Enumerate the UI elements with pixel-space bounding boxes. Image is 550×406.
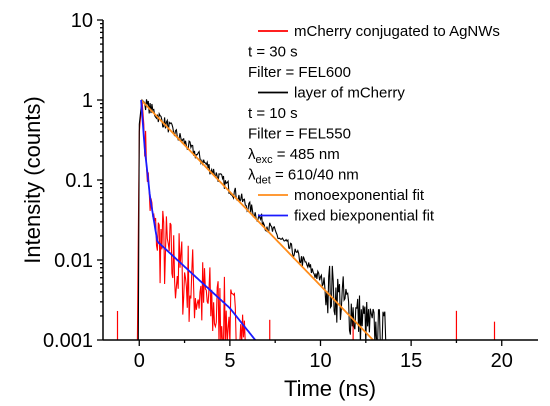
legend-entry: monoexponential fit xyxy=(294,187,425,204)
legend-note: Filter = FEL550 xyxy=(248,126,351,143)
legend-entry: layer of mCherry xyxy=(294,85,405,102)
series-line-monoexponential-fit xyxy=(140,99,374,340)
y-tick-label: 0.01 xyxy=(54,250,93,272)
y-tick-label: 0.1 xyxy=(65,170,93,192)
series-line-fixed-biexponential-fit xyxy=(140,99,256,340)
legend-note: λexc = 485 nm xyxy=(248,146,340,166)
x-tick-label: 0 xyxy=(134,350,145,372)
y-tick-label: 10 xyxy=(71,10,93,32)
plot-area xyxy=(103,98,496,340)
x-tick-label: 5 xyxy=(224,350,235,372)
series-line-layer-of-mcherry xyxy=(103,98,387,340)
axes: 0 5 10 15 20 0.001 0.01 0.1 1 10 xyxy=(43,10,538,372)
x-tick-label: 15 xyxy=(400,350,422,372)
legend-entry: fixed biexponential fit xyxy=(294,208,435,225)
y-tick-label: 1 xyxy=(82,90,93,112)
legend-note: λdet = 610/40 nm xyxy=(248,167,359,187)
legend-note: t = 30 s xyxy=(248,44,298,61)
x-tick-label: 10 xyxy=(309,350,331,372)
legend: mCherry conjugated to AgNWs t = 30 s Filte… xyxy=(248,23,500,225)
x-axis-title: Time (ns) xyxy=(284,376,376,401)
y-axis-title: Intensity (counts) xyxy=(20,96,45,264)
x-tick-label: 20 xyxy=(491,350,513,372)
series-line-mcherry-conjugated-to-agnws xyxy=(103,99,246,340)
legend-note: Filter = FEL600 xyxy=(248,64,351,81)
legend-note: t = 10 s xyxy=(248,105,298,122)
y-tick-label: 0.001 xyxy=(43,330,93,352)
legend-entry: mCherry conjugated to AgNWs xyxy=(294,23,500,40)
